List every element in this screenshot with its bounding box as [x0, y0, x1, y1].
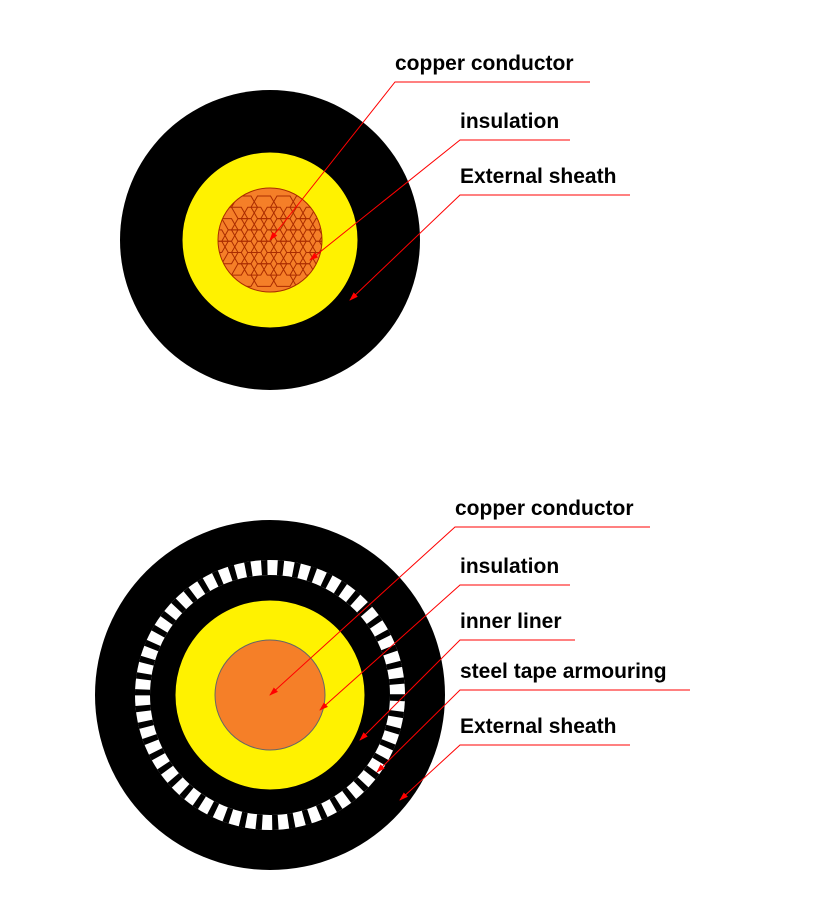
cable-cross-section-bottom [0, 0, 831, 915]
label-insulation-bottom: insulation [460, 555, 559, 579]
cable-bottom-svg [0, 0, 831, 915]
label-external-sheath-bottom: External sheath [460, 715, 616, 739]
label-steel-tape-armouring: steel tape armouring [460, 660, 667, 684]
label-inner-liner: inner liner [460, 610, 562, 634]
label-copper-conductor-bottom: copper conductor [455, 497, 634, 521]
